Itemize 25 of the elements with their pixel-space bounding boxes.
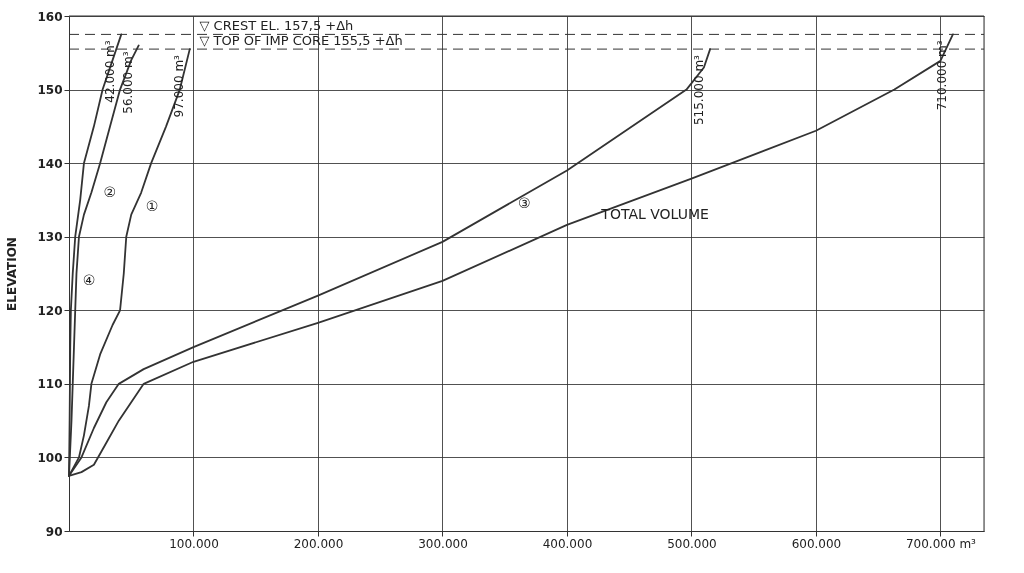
annotation: 42.000 m³ <box>103 40 118 103</box>
y-tick-label: 130 <box>37 230 63 245</box>
x-tick-label: 100.000 <box>169 536 219 551</box>
x-tick-label: 300.000 <box>418 536 468 551</box>
y-tick-label: 90 <box>45 524 63 539</box>
annotation: ② <box>103 183 116 200</box>
y-axis-title: ELEVATION <box>5 237 20 311</box>
y-tick-label: 120 <box>37 303 63 318</box>
x-tick-label: 200.000 <box>293 536 344 551</box>
annotation: ④ <box>82 271 96 288</box>
x-tick-label: 400.000 <box>542 536 593 551</box>
annotation: ① <box>145 198 159 215</box>
annotation: 56.000 m³ <box>120 51 135 114</box>
annotation: ③ <box>517 195 531 212</box>
y-tick-label: 140 <box>37 156 63 171</box>
y-tick-label: 160 <box>37 9 63 24</box>
x-tick-label: 700.000 m³ <box>905 536 977 551</box>
x-tick-label: 600.000 <box>791 536 842 551</box>
annotation: 710.000 m³ <box>934 40 949 111</box>
annotation: 97.000 m³ <box>171 54 186 118</box>
y-tick-label: 100 <box>37 450 63 465</box>
annotation: 515.000 m³ <box>692 54 707 126</box>
y-tick-label: 150 <box>37 83 63 98</box>
y-tick-label: 110 <box>37 377 63 392</box>
x-tick-label: 500.000 <box>667 536 717 551</box>
